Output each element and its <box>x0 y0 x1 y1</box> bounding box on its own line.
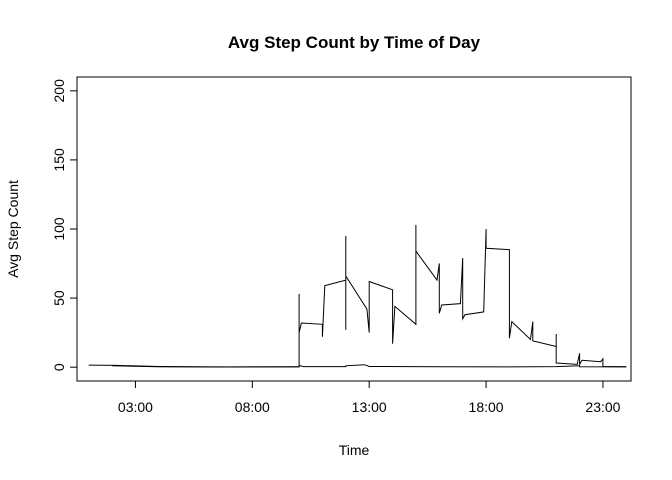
y-tick-label: 200 <box>51 79 67 103</box>
x-axis: 03:00 08:00 13:00 18:00 23:00 <box>118 380 621 415</box>
x-tick-label: 18:00 <box>469 399 504 415</box>
x-tick-label: 03:00 <box>118 399 153 415</box>
y-axis: 0 50 100 150 200 <box>51 79 78 371</box>
series-line-2 <box>112 364 627 368</box>
x-tick-label: 23:00 <box>585 399 620 415</box>
x-axis-label: Time <box>339 442 370 458</box>
x-tick-label: 08:00 <box>235 399 270 415</box>
series-line-1 <box>88 224 627 368</box>
y-axis-label: Avg Step Count <box>5 180 21 278</box>
y-tick-label: 50 <box>51 290 67 306</box>
y-tick-label: 0 <box>51 363 67 371</box>
y-tick-label: 150 <box>51 148 67 172</box>
chart-title: Avg Step Count by Time of Day <box>228 33 481 52</box>
y-tick-label: 100 <box>51 217 67 241</box>
plot-frame <box>76 76 632 382</box>
series-layer <box>88 224 627 368</box>
x-tick-label: 13:00 <box>352 399 387 415</box>
